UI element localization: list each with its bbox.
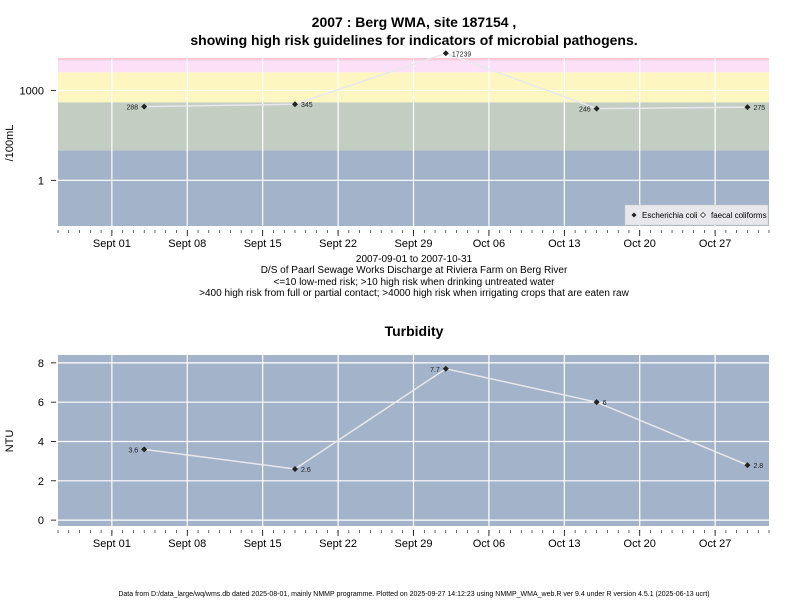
legend-box [624, 204, 769, 226]
chart1-title: 2007 : Berg WMA, site 187154 , [312, 14, 517, 30]
chart2-title: Turbidity [385, 323, 444, 339]
x-tick-label: Oct 20 [624, 238, 656, 250]
x-tick-label: Oct 27 [699, 538, 731, 550]
data-label: 275 [753, 105, 765, 112]
legend-ecoli-marker [631, 212, 637, 218]
data-point [593, 105, 600, 112]
data-point [141, 103, 148, 110]
chart1-legend: Escherichia coli faecal coliforms [624, 204, 769, 226]
caption-date-range: 2007-09-01 to 2007-10-31 [356, 254, 473, 265]
x-tick-label: Sept 22 [319, 538, 357, 550]
caption-risk-contact: >400 high risk from full or partial cont… [199, 288, 629, 299]
x-tick-label: Oct 06 [473, 538, 505, 550]
chart1-subtitle: showing high risk guidelines for indicat… [190, 32, 637, 48]
chart2-data-labels: 3.6 2.6 7.7 6 2.8 [128, 367, 763, 474]
x-tick-label: Sept 01 [93, 238, 131, 250]
x-tick-label: Sept 29 [395, 238, 433, 250]
y-tick-label: 6 [38, 397, 44, 409]
x-tick-label: Sept 08 [168, 538, 206, 550]
x-tick-label: Oct 27 [699, 238, 731, 250]
chart2-x-axis: Sept 01 Sept 08 Sept 15 Sept 22 Sept 29 Oct 0… [57, 530, 770, 550]
data-label: 3.6 [128, 447, 138, 454]
data-label: 288 [126, 105, 138, 112]
data-point [292, 466, 298, 472]
x-tick-label: Oct 13 [548, 238, 580, 250]
caption-site: D/S of Paarl Sewage Works Discharge at R… [261, 265, 568, 276]
y-tick-label: 1000 [20, 85, 44, 97]
x-tick-label: Oct 20 [624, 538, 656, 550]
y-tick-label: 1 [38, 175, 44, 187]
data-label: 345 [301, 102, 313, 109]
x-tick-label: Sept 29 [395, 538, 433, 550]
chart2-points [141, 365, 751, 472]
chart2-y-axis-label: NTU [4, 430, 16, 453]
data-point [744, 104, 751, 111]
data-label: 6 [603, 400, 607, 407]
caption-risk-drinking: <=10 low-med risk; >10 high risk when dr… [274, 277, 556, 288]
chart1-plot-area: 288 345 17239 246 275 [58, 50, 769, 226]
data-point [442, 365, 449, 372]
x-tick-label: Oct 06 [473, 238, 505, 250]
x-tick-label: Sept 15 [244, 238, 282, 250]
chart2-plot-area: 3.6 2.6 7.7 6 2.8 [58, 355, 769, 526]
data-label: 246 [579, 107, 591, 114]
x-tick-label: Sept 01 [93, 538, 131, 550]
data-label: 17239 [452, 51, 472, 58]
chart2-y-axis: 0 2 4 6 8 [38, 358, 56, 527]
chart1-grid [58, 58, 769, 226]
data-label: 2.8 [753, 463, 763, 470]
data-point [292, 101, 298, 108]
chart1-y-axis: 1 1000 [20, 85, 56, 187]
data-label: 2.6 [301, 467, 311, 474]
x-tick-label: Sept 08 [168, 238, 206, 250]
chart1-x-axis: Sept 01 Sept 08 Sept 15 Sept 22 Sept 29 Oct 0… [57, 230, 770, 250]
legend-faecal-label: faecal coliforms [711, 211, 767, 220]
data-point [442, 50, 449, 57]
data-label: 7.7 [430, 367, 440, 374]
y-tick-label: 4 [38, 436, 44, 448]
x-tick-label: Sept 15 [244, 538, 282, 550]
x-tick-label: Oct 13 [548, 538, 580, 550]
y-tick-label: 0 [38, 515, 44, 527]
legend-ecoli-label: Escherichia coli [642, 211, 698, 220]
footer-note: Data from D:/data_large/wq/wms.db dated … [118, 591, 709, 598]
data-point [141, 446, 148, 453]
chart1-data-labels: 288 345 17239 246 275 [126, 51, 765, 113]
y-tick-label: 2 [38, 476, 44, 488]
x-tick-label: Sept 22 [319, 238, 357, 250]
legend-faecal-marker [700, 212, 706, 218]
chart1-points [141, 50, 751, 112]
data-point [593, 399, 600, 406]
chart1-y-axis-label: /100mL [4, 125, 16, 162]
data-point [744, 462, 751, 469]
y-tick-label: 8 [38, 358, 44, 370]
